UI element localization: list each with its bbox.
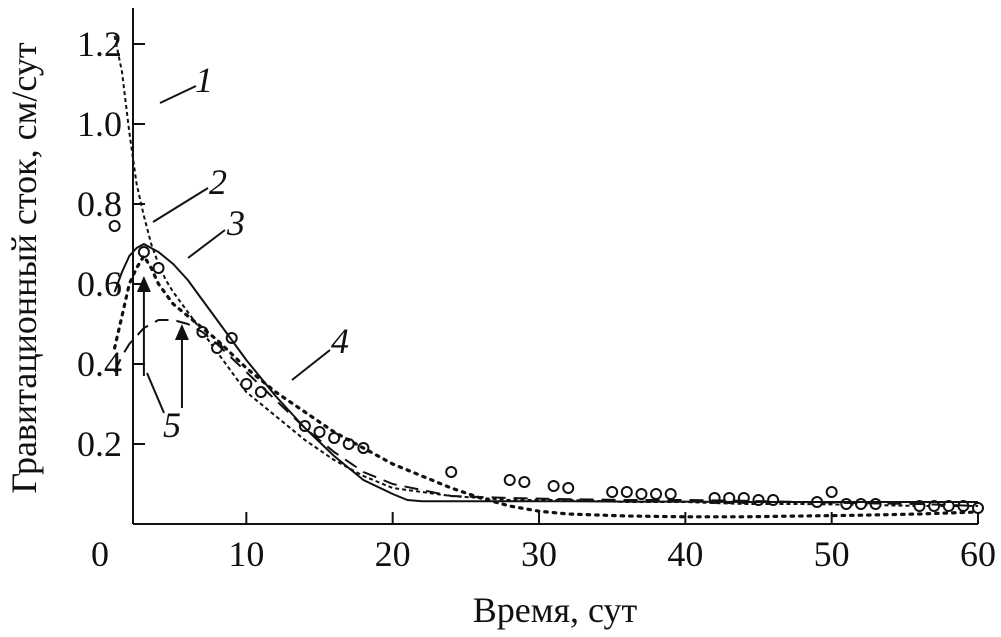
y-tick-label: 0.6 (77, 264, 122, 304)
y-tick-label: 0.8 (77, 184, 122, 224)
data-point (562, 482, 575, 494)
series-3-line (113, 243, 978, 503)
x-tick-label: 60 (960, 534, 996, 574)
curve-1-label: 1 (195, 60, 213, 100)
data-point (723, 492, 736, 504)
tick-marks: 0 10 20 30 40 50 60 0.2 0.4 0.6 0.8 1.0 1.2 (77, 24, 996, 574)
x-tick-label: 10 (228, 534, 264, 574)
arrow-2-head (174, 324, 189, 340)
x-tick-label: 20 (375, 534, 411, 574)
x-axis-title: Время, сут (473, 590, 638, 630)
curve-5-label: 5 (163, 405, 181, 445)
y-tick-label: 1.0 (77, 104, 122, 144)
x-tick-label: 50 (814, 534, 850, 574)
data-point (767, 494, 780, 506)
data-point (518, 476, 531, 488)
data-point (313, 426, 326, 438)
y-axis-title: Гравитационный сток, см/сут (4, 42, 44, 493)
curve-4-leader (291, 349, 331, 381)
curve-2-label: 2 (209, 162, 227, 202)
data-point (240, 378, 253, 390)
y-tick-label: 0.2 (77, 424, 122, 464)
x-tick-label: 0 (91, 534, 109, 574)
series-1-line (113, 35, 978, 507)
series-5-line (113, 319, 979, 507)
data-point (972, 502, 984, 514)
data-point (825, 486, 838, 498)
data-point (152, 262, 165, 274)
data-point (445, 466, 458, 478)
data-point (137, 246, 150, 258)
curve-4-label: 4 (331, 321, 349, 361)
data-point (547, 480, 560, 492)
data-point (503, 474, 516, 486)
curve-1-leader (159, 85, 197, 104)
curve-2-leader (152, 187, 209, 223)
data-point (635, 488, 648, 500)
curve-3-label: 3 (226, 203, 245, 243)
data-point (752, 494, 765, 506)
data-point (606, 486, 619, 498)
series-4-line (113, 254, 980, 519)
axes (132, 8, 978, 525)
data-point (620, 486, 633, 498)
y-tick-label: 0.4 (77, 344, 122, 384)
series-2-markers (108, 220, 984, 514)
data-point (298, 420, 311, 432)
data-point (840, 498, 853, 510)
x-tick-label: 40 (667, 534, 703, 574)
series-layer (108, 35, 984, 519)
curve-5-leader (146, 372, 165, 414)
arrow-1-head (136, 276, 151, 292)
curve-3-leader (187, 229, 226, 259)
data-point (650, 488, 663, 500)
data-point (664, 488, 677, 500)
y-tick-label: 1.2 (77, 24, 122, 64)
data-point (108, 220, 121, 232)
x-tick-label: 30 (521, 534, 557, 574)
